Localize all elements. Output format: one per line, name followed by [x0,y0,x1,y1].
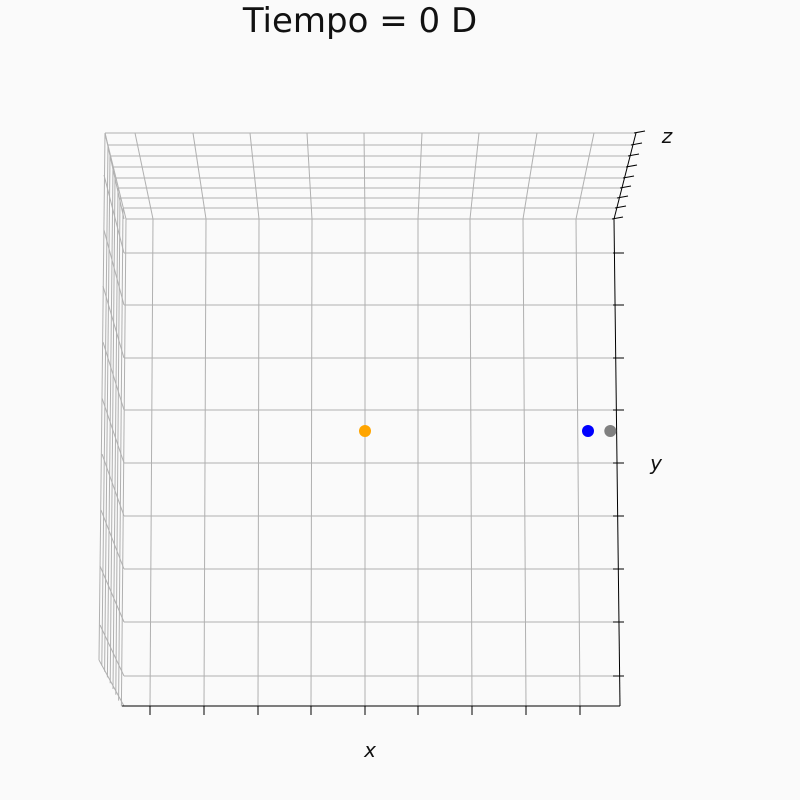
grid-line-left-depth [118,207,124,701]
data-point-1 [582,425,594,437]
z-tick [619,185,632,189]
axis-ticks [149,130,646,715]
grid-line-left-depth [115,197,121,695]
grid-lines [98,132,636,707]
grid-line-top [522,132,538,220]
z-tick [633,130,646,134]
z-tick [622,175,635,179]
x-axis-label: x [363,738,376,762]
z-tick [627,153,640,157]
grid-line-top [306,132,313,220]
data-point-0 [359,425,371,437]
y-axis-label: y [649,451,663,475]
z-tick [611,216,624,220]
grid-line-left-depth [98,132,106,661]
grid-line-top [134,132,154,220]
grid-line-left-depth [112,187,119,690]
chart-title: Tiempo = 0 D [242,1,477,41]
grid-line-left-depth [101,144,109,666]
data-points [359,425,617,437]
z-axis-line [613,132,637,220]
grid-line-left [98,659,125,707]
grid-line-left-depth [106,166,114,678]
grid-line-left-depth [109,177,116,684]
grid-line-top [575,132,595,220]
z-tick [630,142,643,146]
grid-line-left-depth [120,218,127,707]
data-point-2 [604,425,617,437]
grid-line-top [249,132,260,220]
z-axis-label: z [661,124,673,148]
grid-line-top [192,132,207,220]
grid-line-top [363,132,366,220]
grid-line-top [469,132,480,220]
z-tick [614,205,627,209]
z-tick [616,195,629,199]
z-tick [625,164,638,168]
grid-line-left [99,565,125,623]
grid-line-left-depth [104,155,111,672]
grid-line-left [99,624,125,677]
grid-line-top [417,132,423,220]
